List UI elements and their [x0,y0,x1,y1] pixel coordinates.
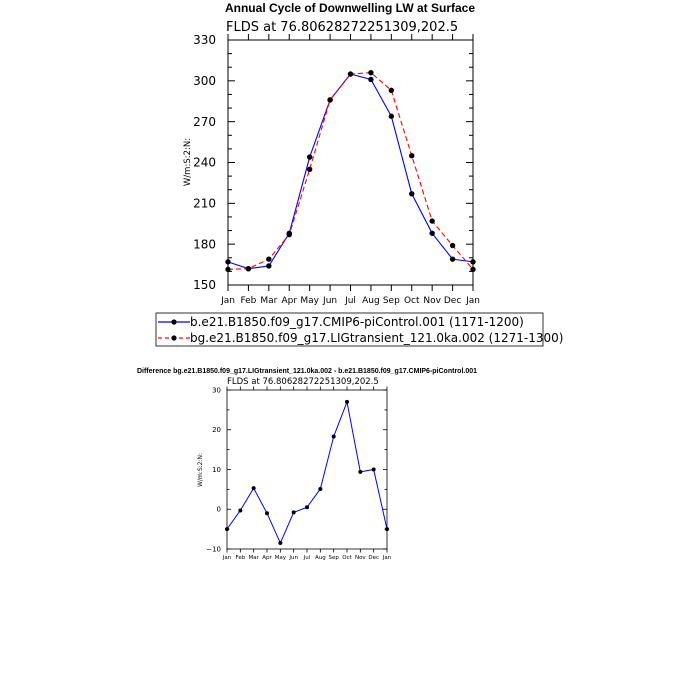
chart2-xtick-label: May [275,555,287,561]
chart1-xtick-label: Nov [423,296,441,306]
chart1-xtick-label: Mar [260,296,277,306]
chart1-series-2-point [286,231,292,238]
chart1-ytick-label: 240 [193,156,216,170]
chart2-series-1-point [238,508,243,513]
chart1-series-2-point [306,166,313,173]
chart1-series-2-point [429,218,435,224]
chart1-ytick-label: 180 [193,237,216,251]
chart2-series-1-point [305,505,309,510]
chart2-ytick-label: 0 [217,506,221,514]
chart1-xtick-label: Aug [362,296,380,306]
chart2-series-1-point [385,527,389,532]
annual-cycle-chart: Annual Cycle of Downwelling LW at Surfac… [155,1,563,347]
chart1-series-2-point [449,242,456,249]
chart2-subtitle: FLDS at 76.80628272251309,202.5 [227,377,379,387]
chart1-ytick-label: 270 [193,115,216,129]
chart1-series-1-point [306,154,313,160]
chart1-series-1-point [266,263,272,269]
chart2-xtick-label: Apr [262,555,272,561]
chart2-xtick-label: Dec [368,555,379,561]
chart2-xtick-label: Mar [248,555,259,561]
chart1-series-1-point [429,230,435,236]
chart1-ytick-label: 300 [193,74,216,88]
legend-marker-red [171,335,177,341]
chart2-series-1-point [331,434,336,439]
difference-chart: Difference bg.e21.B1850.f09_g17.LIGtrans… [137,368,477,561]
chart1-series-1-point [368,76,374,83]
chart2-xtick-label: Jul [303,555,311,561]
chart1-xtick-label: Oct [404,296,420,306]
chart1-series-2-point [327,97,333,103]
chart2-ytick-label: 10 [212,466,221,474]
chart2-xtick-label: Jun [288,555,298,561]
legend-label-blue: b.e21.B1850.f09_g17.CMIP6-piControl.001 … [190,315,524,329]
chart2-series-1-point [358,469,363,474]
chart1-xtick-label: Jun [322,296,337,306]
chart2-title: Difference bg.e21.B1850.f09_g17.LIGtrans… [137,368,477,375]
chart1-series-2-point [225,266,231,273]
chart2-xtick-label: Oct [342,555,352,561]
chart1-xtick-label: Jul [344,296,356,306]
chart2-series-1-point [225,527,229,532]
chart1-series-2-point [409,152,415,159]
legend-label-red: bg.e21.B1850.f09_g17.LIGtransient_121.0k… [190,331,563,345]
chart2-xtick-label: Feb [235,555,245,561]
chart2-xtick-label: Jan [382,555,392,561]
chart1-legend: b.e21.B1850.f09_g17.CMIP6-piControl.001 … [155,312,563,347]
chart1-xtick-label: May [300,296,319,306]
chart2-series-line-1 [226,400,388,545]
chart1-series-2-point [368,69,374,76]
chart1-xtick-label: Apr [281,296,297,306]
chart1-subtitle: FLDS at 76.80628272251309,202.5 [226,20,458,35]
chart1-xtick-label: Dec [444,296,461,306]
chart1-series-1-point [470,259,476,265]
chart2-series-1-point [371,467,376,472]
chart1-ytick-label: 210 [193,197,216,211]
chart2-xtick-label: Nov [355,555,366,561]
chart2-xtick-label: Sep [328,555,339,561]
chart1-series-1-point [409,191,415,197]
chart1-xtick-label: Jan [465,296,480,306]
chart2-xtick-label: Aug [315,555,326,561]
chart1-series-line-2 [227,72,474,270]
chart2-ylabel: W/m:S:2:N: [197,453,204,487]
chart2-series-1-point [318,486,323,491]
chart2-xtick-label: Jan [222,555,232,561]
chart1-xtick-label: Feb [240,296,256,306]
chart2-series-1-point [251,486,256,491]
chart2-ytick-label: 30 [212,386,221,394]
chart1-series-2-point [347,71,354,77]
chart2-ytick-label: 20 [212,426,221,434]
chart2-frame [226,389,388,550]
chart1-series-line-1 [227,73,474,270]
chart1-xtick-label: Jan [220,296,235,306]
chart2-series-1-point [291,510,296,515]
chart1-series-2-point [266,256,272,262]
chart2-series-1-point [345,399,349,404]
chart1-series-1-point [449,256,456,262]
chart1-xtick-label: Sep [383,296,400,306]
chart1-ylabel: W/m:S:2:N: [183,138,193,186]
chart1-frame [227,39,474,286]
chart1-series-1-point [225,259,231,265]
chart2-series-1-point [265,511,269,516]
chart1-series-2-point [388,87,395,94]
legend-box [155,312,544,347]
chart2-series-1-point [278,541,283,546]
chart1-series-2-point [470,266,476,273]
chart1-ytick-label: 150 [193,278,216,292]
chart1-series-1-point [388,113,395,119]
chart1-title: Annual Cycle of Downwelling LW at Surfac… [225,1,475,15]
chart2-ytick-label: −10 [206,545,221,553]
legend-marker-blue [171,319,177,325]
chart1-series-2-point [245,265,252,272]
chart1-ytick-label: 330 [193,33,216,47]
